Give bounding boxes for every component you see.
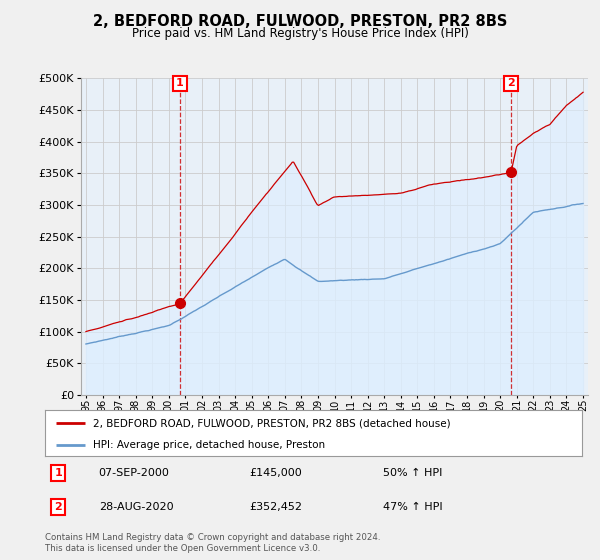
Text: 2, BEDFORD ROAD, FULWOOD, PRESTON, PR2 8BS (detached house): 2, BEDFORD ROAD, FULWOOD, PRESTON, PR2 8…: [94, 418, 451, 428]
Text: 1: 1: [176, 78, 184, 88]
Text: Price paid vs. HM Land Registry's House Price Index (HPI): Price paid vs. HM Land Registry's House …: [131, 27, 469, 40]
Text: 2: 2: [55, 502, 62, 512]
Text: 07-SEP-2000: 07-SEP-2000: [98, 468, 170, 478]
Text: HPI: Average price, detached house, Preston: HPI: Average price, detached house, Pres…: [94, 440, 325, 450]
Text: 1: 1: [55, 468, 62, 478]
Text: 47% ↑ HPI: 47% ↑ HPI: [383, 502, 443, 512]
Text: 2, BEDFORD ROAD, FULWOOD, PRESTON, PR2 8BS: 2, BEDFORD ROAD, FULWOOD, PRESTON, PR2 8…: [93, 14, 507, 29]
Text: 50% ↑ HPI: 50% ↑ HPI: [383, 468, 443, 478]
Text: £145,000: £145,000: [249, 468, 302, 478]
Text: 2: 2: [507, 78, 515, 88]
Text: £352,452: £352,452: [249, 502, 302, 512]
Text: 28-AUG-2020: 28-AUG-2020: [98, 502, 173, 512]
Text: Contains HM Land Registry data © Crown copyright and database right 2024.
This d: Contains HM Land Registry data © Crown c…: [45, 533, 380, 553]
